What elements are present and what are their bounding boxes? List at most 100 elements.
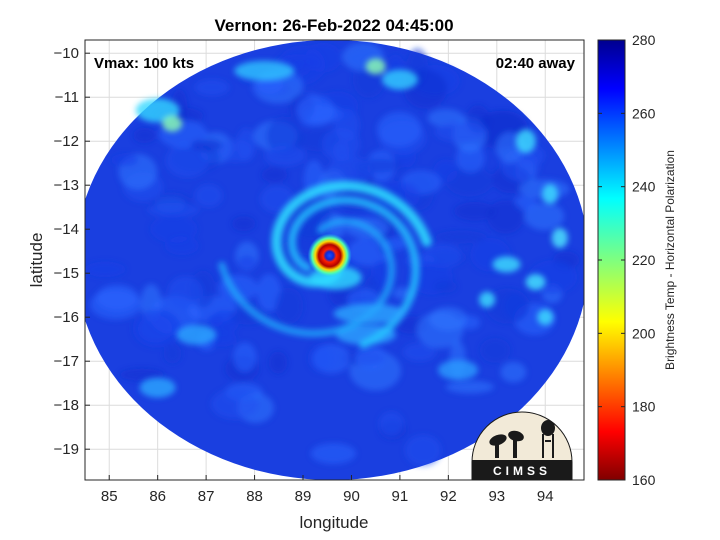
texture-blob — [376, 111, 422, 147]
x-tick-label: 94 — [537, 488, 554, 505]
texture-blob — [194, 79, 230, 96]
texture-blob — [326, 155, 373, 187]
warm-patch — [139, 377, 176, 398]
warm-patch — [551, 228, 568, 248]
colorbar: 280 260 240 220 200 180 160 Brightness Temp - … — [597, 32, 677, 488]
colorbar-tick-label: 280 — [632, 32, 656, 48]
warm-patch — [537, 309, 554, 326]
colorbar-label: Brightness Temp - Horizontal Polarizatio… — [663, 150, 677, 370]
texture-blob — [147, 202, 200, 218]
texture-blob — [261, 166, 288, 183]
chart-title: Vernon: 26-Feb-2022 04:45:00 — [214, 16, 453, 35]
texture-blob — [312, 343, 351, 374]
y-tick-label: −16 — [54, 309, 79, 326]
colorbar-tick-label: 180 — [632, 399, 656, 415]
texture-blob — [268, 351, 288, 374]
colorbar-tick-label: 160 — [632, 472, 656, 488]
texture-blob — [404, 434, 442, 466]
texture-blob — [354, 345, 387, 370]
texture-blob — [190, 138, 223, 152]
texture-blob — [434, 121, 486, 143]
texture-blob — [229, 306, 268, 325]
texture-blob — [524, 202, 565, 231]
rain-bands — [135, 58, 568, 398]
x-tick-label: 86 — [149, 488, 166, 505]
texture-blob — [402, 343, 437, 362]
y-tick-label: −11 — [55, 89, 79, 106]
colorbar-tick-label: 260 — [632, 105, 656, 121]
texture-blob — [150, 215, 198, 243]
y-tick-label: −15 — [54, 265, 79, 282]
x-axis-label: longitude — [299, 513, 368, 532]
y-ticks: −10 −11 −12 −13 −14 −15 −16 −17 −18 −19 — [54, 45, 90, 458]
texture-blob — [165, 143, 210, 178]
warm-patch — [525, 274, 546, 290]
x-tick-label: 85 — [101, 488, 118, 505]
texture-blob — [237, 255, 257, 270]
texture-blob — [233, 342, 257, 373]
colorbar-ticks: 280 260 240 220 200 180 160 — [598, 32, 656, 488]
x-ticks: 85 86 87 88 89 90 91 92 93 94 — [101, 475, 554, 505]
warm-patch — [515, 129, 536, 154]
time-away-annotation: 02:40 away — [496, 55, 576, 72]
texture-blob — [266, 116, 305, 156]
texture-blob — [164, 236, 199, 256]
warm-patch — [438, 360, 479, 380]
spiral-band — [287, 196, 420, 349]
texture-blob — [119, 368, 165, 381]
texture-blob — [445, 166, 493, 197]
cyclone-eye — [307, 233, 352, 278]
texture-blob — [433, 280, 457, 293]
y-tick-label: −13 — [54, 177, 79, 194]
colorbar-gradient — [597, 39, 626, 481]
x-tick-label: 91 — [392, 488, 409, 505]
colorbar-tick-label: 220 — [632, 252, 656, 268]
texture-blob — [264, 145, 306, 167]
cimss-logo: CIMSS — [471, 411, 573, 481]
band-patch — [333, 303, 406, 324]
y-tick-label: −10 — [54, 45, 79, 62]
warm-patch — [176, 324, 217, 345]
axes-box — [84, 39, 585, 481]
x-tick-label: 89 — [295, 488, 312, 505]
texture-blob — [206, 314, 224, 327]
spiral-band — [218, 217, 396, 337]
texture-blob — [321, 127, 361, 162]
texture-blob — [429, 307, 468, 331]
water-tower-icon — [541, 420, 555, 458]
texture-blob — [211, 389, 259, 420]
texture-blob — [167, 276, 204, 310]
texture-blob — [217, 139, 254, 163]
texture-blob — [433, 159, 458, 183]
warm-patch — [365, 58, 386, 75]
texture-blob — [111, 153, 139, 167]
texture-blob — [163, 343, 182, 364]
y-tick-label: −17 — [54, 353, 79, 370]
warm-patch — [162, 115, 183, 132]
texture-blob — [486, 200, 525, 234]
texture-blob — [305, 42, 342, 73]
texture-blob — [378, 411, 404, 437]
texture-blob — [485, 288, 530, 324]
x-tick-label: 90 — [343, 488, 360, 505]
texture-blob — [479, 338, 511, 363]
x-tick-label: 87 — [198, 488, 215, 505]
texture-blob — [256, 273, 282, 312]
texture-blob — [231, 216, 256, 232]
y-axis-label: latitude — [27, 233, 46, 288]
texture-blob — [90, 289, 142, 320]
texture-blob — [434, 230, 487, 244]
texture-blob — [500, 361, 527, 383]
texture-blob — [85, 261, 126, 278]
x-tick-label: 93 — [488, 488, 505, 505]
warm-patch — [234, 60, 295, 81]
warm-patch — [492, 256, 521, 273]
colorbar-tick-label: 200 — [632, 325, 656, 341]
logo-text: CIMSS — [493, 464, 551, 478]
y-tick-label: −14 — [54, 221, 79, 238]
y-tick-label: −12 — [54, 133, 79, 150]
texture-blob — [274, 287, 304, 325]
x-tick-label: 92 — [440, 488, 457, 505]
x-tick-label: 88 — [246, 488, 263, 505]
